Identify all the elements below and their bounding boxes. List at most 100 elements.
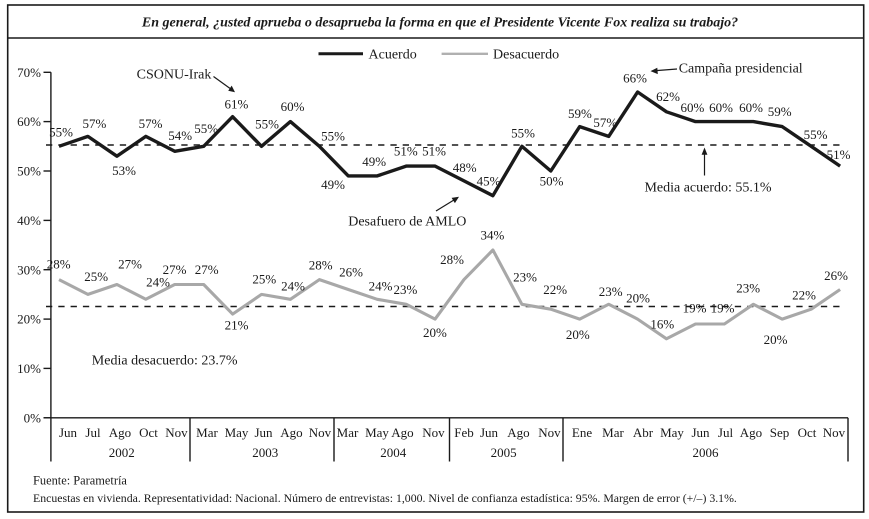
svg-text:23%: 23% [599,284,623,299]
svg-text:28%: 28% [440,252,464,267]
svg-text:20%: 20% [17,312,41,327]
svg-text:21%: 21% [225,317,249,332]
svg-text:40%: 40% [17,213,41,228]
svg-text:Acuerdo: Acuerdo [369,47,417,62]
svg-text:55%: 55% [321,128,345,143]
svg-text:51%: 51% [827,147,851,162]
svg-text:22%: 22% [792,288,816,303]
svg-text:Ago: Ago [280,425,302,440]
svg-text:20%: 20% [764,332,788,347]
svg-text:Nov: Nov [538,425,561,440]
svg-text:55%: 55% [255,116,279,131]
svg-text:Nov: Nov [309,425,332,440]
svg-text:57%: 57% [593,115,617,130]
svg-text:49%: 49% [321,177,345,192]
svg-text:Campaña presidencial: Campaña presidencial [679,62,803,77]
svg-text:53%: 53% [112,163,136,178]
svg-text:2005: 2005 [491,445,517,460]
svg-text:Jun: Jun [480,425,499,440]
svg-text:Encuestas en vivienda. Represe: Encuestas en vivienda. Representatividad… [33,491,737,505]
svg-text:60%: 60% [709,100,733,115]
svg-text:57%: 57% [139,116,163,131]
svg-text:Jul: Jul [85,425,101,440]
svg-text:16%: 16% [650,316,674,331]
svg-text:Abr: Abr [633,425,654,440]
svg-text:Sep: Sep [770,425,790,440]
svg-text:24%: 24% [281,278,305,293]
svg-text:60%: 60% [281,99,305,114]
svg-text:En general, ¿usted aprueba o d: En general, ¿usted aprueba o desaprueba … [141,16,738,31]
svg-text:23%: 23% [513,269,537,284]
svg-text:Jun: Jun [691,425,710,440]
svg-text:57%: 57% [82,116,106,131]
svg-text:Fuente: Parametría: Fuente: Parametría [33,474,127,488]
svg-text:Ago: Ago [740,425,762,440]
svg-text:2004: 2004 [380,445,407,460]
svg-text:45%: 45% [477,173,501,188]
svg-text:Media acuerdo: 55.1%: Media acuerdo: 55.1% [644,181,771,196]
svg-text:Mar: Mar [602,425,624,440]
svg-text:2003: 2003 [252,445,278,460]
svg-text:2002: 2002 [109,445,135,460]
svg-text:51%: 51% [422,143,446,158]
svg-text:19%: 19% [683,301,707,316]
svg-text:24%: 24% [146,275,170,290]
svg-text:May: May [660,425,684,440]
svg-text:61%: 61% [224,97,248,112]
svg-text:62%: 62% [656,89,680,104]
svg-text:50%: 50% [17,164,41,179]
svg-text:20%: 20% [566,327,590,342]
svg-text:50%: 50% [540,173,564,188]
svg-text:54%: 54% [168,128,192,143]
svg-text:23%: 23% [736,281,760,296]
svg-text:30%: 30% [17,262,41,277]
svg-text:Jul: Jul [718,425,734,440]
svg-text:24%: 24% [369,279,393,294]
svg-text:28%: 28% [309,258,333,273]
svg-text:22%: 22% [543,282,567,297]
svg-text:20%: 20% [423,325,447,340]
svg-text:20%: 20% [626,291,650,306]
svg-text:48%: 48% [453,160,477,175]
svg-text:Nov: Nov [422,425,445,440]
svg-text:55%: 55% [511,126,535,141]
svg-text:60%: 60% [17,114,41,129]
svg-text:2006: 2006 [693,445,720,460]
svg-text:Jun: Jun [254,425,273,440]
svg-text:Nov: Nov [165,425,188,440]
svg-text:Media desacuerdo: 23.7%: Media desacuerdo: 23.7% [92,354,238,369]
svg-text:Feb: Feb [454,425,474,440]
svg-text:10%: 10% [17,361,41,376]
svg-text:25%: 25% [252,271,276,286]
svg-text:27%: 27% [118,257,142,272]
svg-text:Jun: Jun [59,425,78,440]
svg-text:19%: 19% [711,301,735,316]
svg-text:55%: 55% [804,127,828,142]
svg-text:May: May [225,425,249,440]
svg-text:66%: 66% [623,71,647,86]
svg-text:59%: 59% [568,106,592,121]
svg-text:27%: 27% [163,262,187,277]
svg-text:51%: 51% [394,143,418,158]
svg-text:55%: 55% [49,125,73,140]
svg-text:26%: 26% [339,265,363,280]
svg-text:Nov: Nov [823,425,846,440]
svg-text:59%: 59% [768,104,792,119]
svg-text:Oct: Oct [139,425,158,440]
svg-text:Ene: Ene [572,425,592,440]
svg-text:Desacuerdo: Desacuerdo [493,47,559,62]
svg-text:23%: 23% [393,282,417,297]
svg-text:55%: 55% [194,121,218,136]
svg-text:28%: 28% [47,257,71,272]
svg-text:60%: 60% [680,100,704,115]
svg-text:Ago: Ago [507,425,529,440]
svg-text:49%: 49% [362,154,386,169]
svg-text:70%: 70% [17,65,41,80]
svg-text:34%: 34% [480,227,504,242]
svg-text:Ago: Ago [109,425,131,440]
svg-text:Mar: Mar [196,425,218,440]
svg-text:27%: 27% [195,262,219,277]
svg-text:Oct: Oct [798,425,817,440]
svg-text:Desafuero de AMLO: Desafuero de AMLO [348,215,466,230]
svg-text:Mar: Mar [337,425,359,440]
